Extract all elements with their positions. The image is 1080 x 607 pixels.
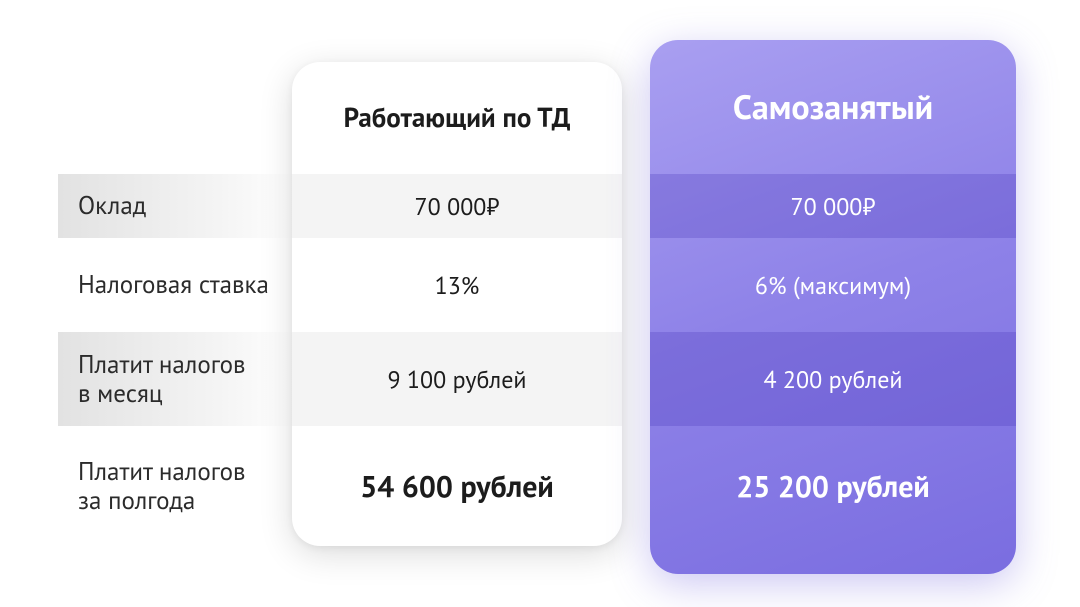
card-header-self: Самозанятый: [650, 40, 1016, 174]
cell-text: 25 200 рублей: [736, 467, 930, 506]
cell-text: 70 000₽: [415, 191, 500, 222]
self-tax-month: 4 200 рублей: [650, 332, 1016, 426]
self-tax-halfyear: 25 200 рублей: [650, 426, 1016, 546]
self-salary: 70 000₽: [650, 174, 1016, 238]
card-self-employed: Самозанятый 70 000₽ 6% (максимум) 4 200 …: [650, 40, 1016, 574]
td-tax-rate: 13%: [292, 238, 622, 332]
row-label-tax-month: Платит налогов в месяц: [58, 332, 292, 426]
card-header-td: Работающий по ТД: [292, 62, 622, 174]
label-text: Платит налогов в месяц: [78, 350, 292, 409]
label-text: Оклад: [78, 191, 146, 221]
header-text: Работающий по ТД: [344, 101, 571, 135]
cell-text: 13%: [435, 270, 480, 301]
cell-text: 9 100 рублей: [387, 364, 526, 395]
label-text: Налоговая ставка: [78, 270, 269, 300]
td-tax-month: 9 100 рублей: [292, 332, 622, 426]
comparison-table: Оклад Налоговая ставка Платит налогов в …: [0, 0, 1080, 607]
row-label-salary: Оклад: [58, 174, 292, 238]
card-employee-td: Работающий по ТД 70 000₽ 13% 9 100 рубле…: [292, 62, 622, 546]
label-text: Платит налогов за полгода: [78, 457, 292, 516]
row-label-tax-halfyear: Платит налогов за полгода: [58, 426, 292, 546]
cell-text: 54 600 рублей: [360, 467, 554, 506]
row-label-tax-rate: Налоговая ставка: [58, 238, 292, 332]
cell-text: 4 200 рублей: [763, 364, 902, 395]
td-tax-halfyear: 54 600 рублей: [292, 426, 622, 546]
cell-text: 6% (максимум): [755, 270, 911, 301]
self-tax-rate: 6% (максимум): [650, 238, 1016, 332]
cell-text: 70 000₽: [791, 191, 876, 222]
header-text: Самозанятый: [733, 85, 933, 129]
td-salary: 70 000₽: [292, 174, 622, 238]
